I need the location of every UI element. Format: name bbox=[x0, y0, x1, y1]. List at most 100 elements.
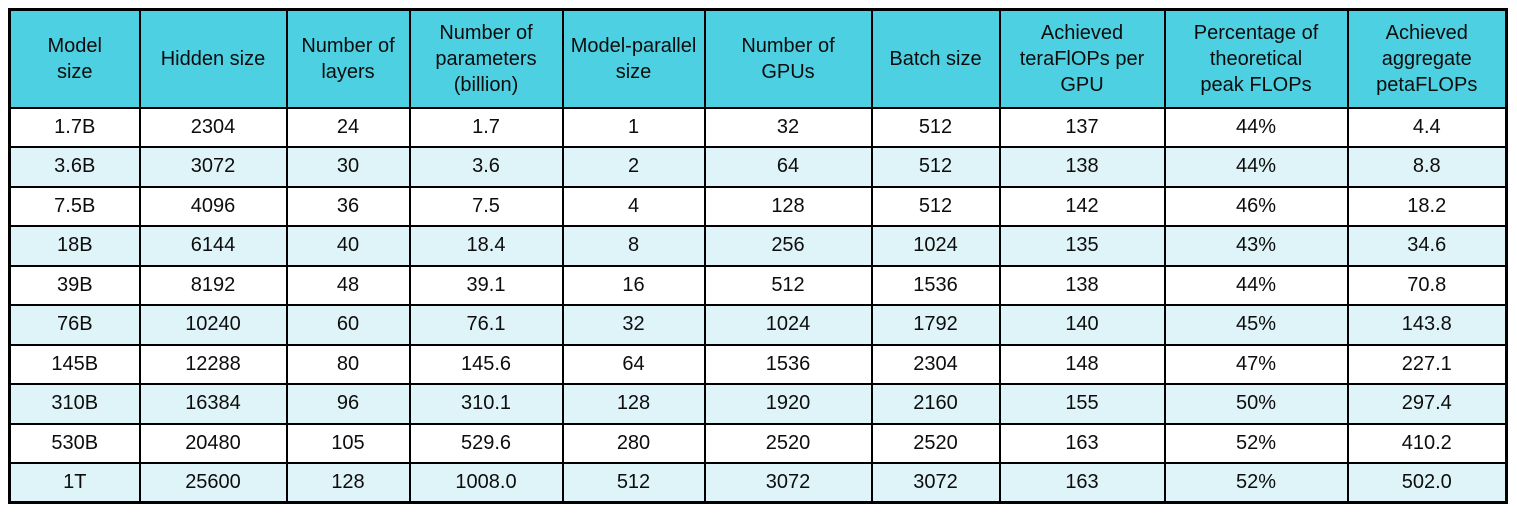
table-cell: 3072 bbox=[138, 146, 288, 188]
table-cell: 138 bbox=[998, 264, 1166, 306]
table-cell: 8192 bbox=[138, 264, 288, 306]
table-cell: 3072 bbox=[870, 462, 1001, 504]
table-cell: 60 bbox=[285, 304, 411, 346]
table-cell: 2304 bbox=[138, 106, 288, 148]
header-row: Model size Hidden size Number of layers Num… bbox=[8, 8, 1508, 109]
table-cell: 280 bbox=[561, 422, 706, 464]
column-header: Model-parallel size bbox=[561, 8, 706, 109]
table-cell: 256 bbox=[703, 225, 873, 267]
table-cell: 4.4 bbox=[1346, 106, 1508, 148]
table-cell: 410.2 bbox=[1346, 422, 1508, 464]
table-cell: 52% bbox=[1163, 462, 1349, 504]
table-cell: 2304 bbox=[870, 343, 1001, 385]
table-cell: 143.8 bbox=[1346, 304, 1508, 346]
table-row: 39B 8192 48 39.1 16 512 1536 138 44% 70.8 bbox=[8, 264, 1508, 306]
table-cell: 32 bbox=[561, 304, 706, 346]
table-cell: 39.1 bbox=[408, 264, 564, 306]
column-header: Achieved aggregate petaFLOPs bbox=[1346, 8, 1508, 109]
table-row: 76B 10240 60 76.1 32 1024 1792 140 45% 143.8 bbox=[8, 304, 1508, 346]
table-cell: 310B bbox=[8, 383, 141, 425]
table-cell: 76B bbox=[8, 304, 141, 346]
column-header: Achieved teraFlOPs per GPU bbox=[998, 8, 1166, 109]
column-header: Batch size bbox=[870, 8, 1001, 109]
table-cell: 18B bbox=[8, 225, 141, 267]
table-cell: 163 bbox=[998, 462, 1166, 504]
column-header: Number of parameters (billion) bbox=[408, 8, 564, 109]
table-cell: 30 bbox=[285, 146, 411, 188]
table-cell: 142 bbox=[998, 185, 1166, 227]
table-cell: 1.7 bbox=[408, 106, 564, 148]
column-header: Number of GPUs bbox=[703, 8, 873, 109]
table-cell: 2 bbox=[561, 146, 706, 188]
table-cell: 512 bbox=[870, 185, 1001, 227]
table-cell: 529.6 bbox=[408, 422, 564, 464]
table-cell: 25600 bbox=[138, 462, 288, 504]
table-cell: 70.8 bbox=[1346, 264, 1508, 306]
table-cell: 16384 bbox=[138, 383, 288, 425]
table-cell: 1T bbox=[8, 462, 141, 504]
table-row: 1T 25600 128 1008.0 512 3072 3072 163 52% 502.0 bbox=[8, 462, 1508, 504]
table-cell: 16 bbox=[561, 264, 706, 306]
table-cell: 32 bbox=[703, 106, 873, 148]
table-cell: 2520 bbox=[870, 422, 1001, 464]
table-cell: 52% bbox=[1163, 422, 1349, 464]
table-cell: 8.8 bbox=[1346, 146, 1508, 188]
table-cell: 80 bbox=[285, 343, 411, 385]
table-cell: 512 bbox=[703, 264, 873, 306]
table-cell: 18.2 bbox=[1346, 185, 1508, 227]
table-cell: 227.1 bbox=[1346, 343, 1508, 385]
table-row: 3.6B 3072 30 3.6 2 64 512 138 44% 8.8 bbox=[8, 146, 1508, 188]
table-cell: 10240 bbox=[138, 304, 288, 346]
table-cell: 44% bbox=[1163, 106, 1349, 148]
table-cell: 44% bbox=[1163, 146, 1349, 188]
table-cell: 155 bbox=[998, 383, 1166, 425]
table-row: 7.5B 4096 36 7.5 4 128 512 142 46% 18.2 bbox=[8, 185, 1508, 227]
table-cell: 39B bbox=[8, 264, 141, 306]
table-cell: 145.6 bbox=[408, 343, 564, 385]
table-cell: 12288 bbox=[138, 343, 288, 385]
table-cell: 1008.0 bbox=[408, 462, 564, 504]
table-cell: 1536 bbox=[870, 264, 1001, 306]
table-cell: 1024 bbox=[703, 304, 873, 346]
table-cell: 1792 bbox=[870, 304, 1001, 346]
table-cell: 1.7B bbox=[8, 106, 141, 148]
table-cell: 3.6 bbox=[408, 146, 564, 188]
table-cell: 512 bbox=[561, 462, 706, 504]
table-cell: 40 bbox=[285, 225, 411, 267]
table-cell: 4 bbox=[561, 185, 706, 227]
table-cell: 8 bbox=[561, 225, 706, 267]
table-cell: 64 bbox=[703, 146, 873, 188]
table-cell: 76.1 bbox=[408, 304, 564, 346]
model-scaling-table: Model size Hidden size Number of layers Num… bbox=[8, 8, 1508, 504]
table-cell: 138 bbox=[998, 146, 1166, 188]
table-row: 145B 12288 80 145.6 64 1536 2304 148 47% 227.1 bbox=[8, 343, 1508, 385]
table-cell: 297.4 bbox=[1346, 383, 1508, 425]
table-cell: 530B bbox=[8, 422, 141, 464]
table-cell: 96 bbox=[285, 383, 411, 425]
table-cell: 24 bbox=[285, 106, 411, 148]
table-cell: 2520 bbox=[703, 422, 873, 464]
table-cell: 512 bbox=[870, 146, 1001, 188]
table-header: Model size Hidden size Number of layers Num… bbox=[8, 8, 1508, 109]
table-row: 1.7B 2304 24 1.7 1 32 512 137 44% 4.4 bbox=[8, 106, 1508, 148]
table-cell: 7.5B bbox=[8, 185, 141, 227]
table-cell: 48 bbox=[285, 264, 411, 306]
table-body: 1.7B 2304 24 1.7 1 32 512 137 44% 4.4 3.6B 3072 30 3.… bbox=[8, 106, 1508, 504]
table-cell: 36 bbox=[285, 185, 411, 227]
table-cell: 6144 bbox=[138, 225, 288, 267]
table-cell: 140 bbox=[998, 304, 1166, 346]
table-cell: 50% bbox=[1163, 383, 1349, 425]
table-cell: 502.0 bbox=[1346, 462, 1508, 504]
table-cell: 2160 bbox=[870, 383, 1001, 425]
table-cell: 3072 bbox=[703, 462, 873, 504]
table-cell: 128 bbox=[561, 383, 706, 425]
table-cell: 137 bbox=[998, 106, 1166, 148]
column-header: Percentage of theoretical peak FLOPs bbox=[1163, 8, 1349, 109]
table-cell: 105 bbox=[285, 422, 411, 464]
table-cell: 7.5 bbox=[408, 185, 564, 227]
table-cell: 1024 bbox=[870, 225, 1001, 267]
table-cell: 3.6B bbox=[8, 146, 141, 188]
table-cell: 148 bbox=[998, 343, 1166, 385]
table-row: 530B 20480 105 529.6 280 2520 2520 163 52% 410.2 bbox=[8, 422, 1508, 464]
table-cell: 1536 bbox=[703, 343, 873, 385]
